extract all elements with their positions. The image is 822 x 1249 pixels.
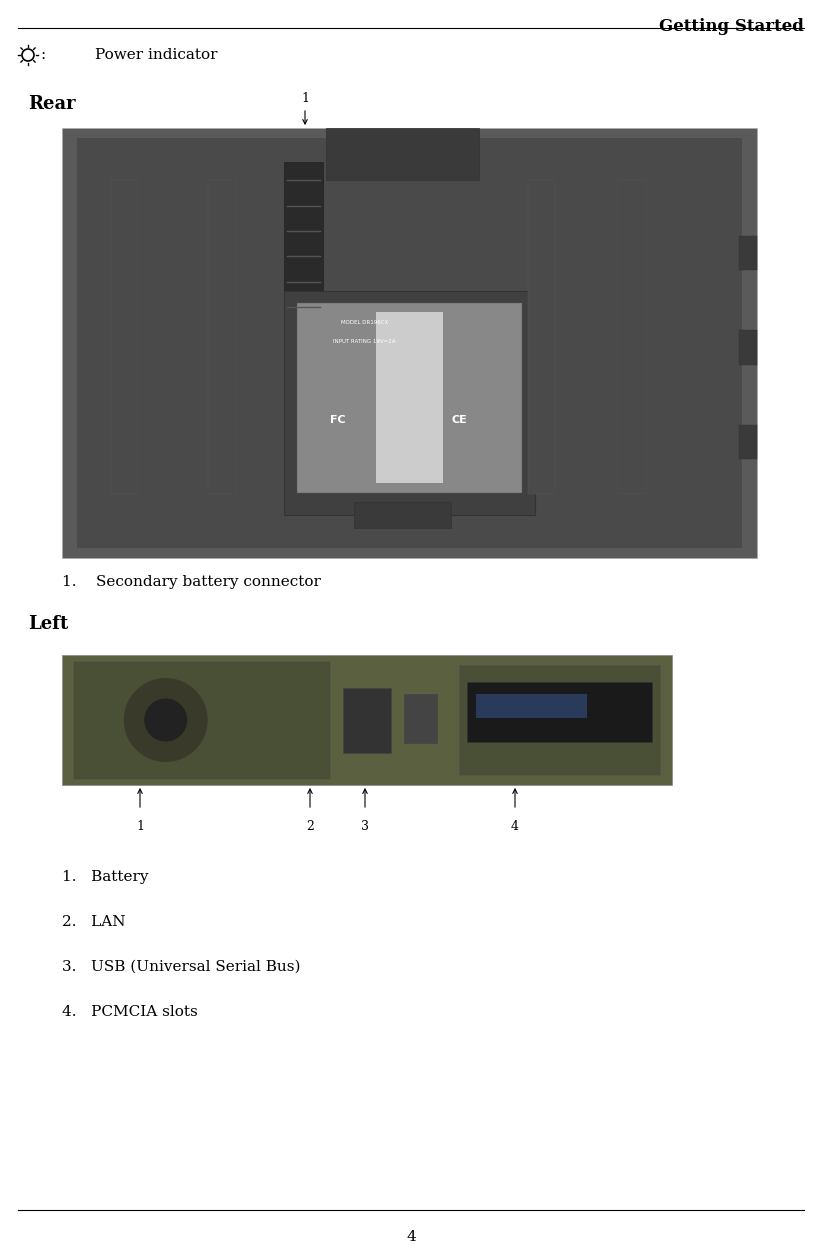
Text: 2: 2: [306, 821, 314, 833]
Bar: [343, 687, 391, 752]
Bar: [459, 666, 660, 774]
Bar: [284, 162, 322, 343]
Bar: [476, 693, 587, 718]
Bar: [467, 682, 652, 742]
Text: 1.   Battery: 1. Battery: [62, 871, 149, 884]
Text: 4.   PCMCIA slots: 4. PCMCIA slots: [62, 1005, 198, 1019]
Bar: [739, 425, 757, 460]
Text: 1: 1: [136, 821, 144, 833]
Text: INPUT RATING 19V=2A: INPUT RATING 19V=2A: [333, 340, 395, 345]
Text: Power indicator: Power indicator: [95, 47, 218, 62]
Text: 3: 3: [361, 821, 369, 833]
Text: CE: CE: [451, 416, 467, 426]
Circle shape: [124, 678, 207, 762]
Bar: [297, 302, 522, 492]
Text: 4: 4: [511, 821, 519, 833]
Bar: [62, 127, 757, 558]
Bar: [62, 654, 672, 786]
Bar: [404, 694, 437, 743]
Text: 1.    Secondary battery connector: 1. Secondary battery connector: [62, 575, 321, 590]
Text: 1: 1: [301, 92, 309, 105]
Text: 3.   USB (Universal Serial Bus): 3. USB (Universal Serial Bus): [62, 960, 301, 974]
Text: 2.   LAN: 2. LAN: [62, 916, 126, 929]
Bar: [284, 291, 534, 515]
Text: :: :: [40, 47, 45, 62]
Bar: [376, 312, 443, 483]
Circle shape: [145, 699, 187, 741]
Bar: [354, 502, 451, 528]
Bar: [208, 180, 236, 493]
Text: 4: 4: [406, 1230, 416, 1244]
Bar: [326, 127, 479, 180]
Bar: [528, 180, 556, 493]
Text: FC: FC: [330, 416, 345, 426]
Bar: [77, 137, 742, 548]
Bar: [618, 180, 646, 493]
Text: Rear: Rear: [28, 95, 76, 112]
Bar: [739, 330, 757, 365]
Bar: [74, 662, 330, 778]
Bar: [739, 236, 757, 270]
Bar: [111, 180, 138, 493]
Text: Left: Left: [28, 615, 68, 633]
Text: Getting Started: Getting Started: [659, 17, 804, 35]
Text: MODEL DR196CX: MODEL DR196CX: [341, 321, 388, 326]
